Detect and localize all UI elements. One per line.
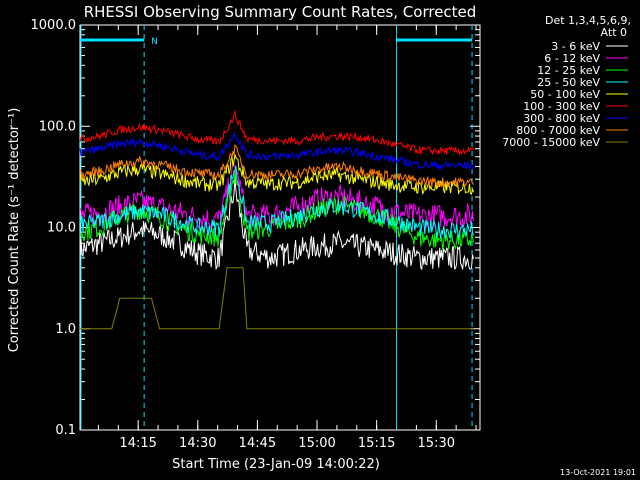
y-tick-label: 1.0 (55, 322, 76, 337)
y-tick-label: 0.1 (55, 423, 76, 438)
legend-entry-label: 12 - 25 keV (537, 64, 600, 77)
legend-entry-label: 3 - 6 keV (551, 40, 600, 53)
series-trace (79, 165, 474, 239)
axes: 0.1 1.0 10.0 100.0 1000.0 14:15 14:30 14:45 15:0… (31, 18, 481, 451)
legend-header-1: Det 1,3,4,5,6,9, (545, 14, 631, 27)
series-trace (79, 109, 474, 157)
series-trace (79, 132, 474, 171)
legend-entry-label: 6 - 12 keV (544, 52, 600, 65)
night-marker: N (151, 37, 158, 47)
chart-title: RHESSI Observing Summary Count Rates, Co… (84, 3, 477, 21)
x-tick-label: 14:15 (119, 436, 156, 451)
y-tick-label: 1000.0 (31, 18, 77, 33)
series-trace (79, 143, 474, 188)
x-tick-label: 14:30 (179, 436, 216, 451)
traces (79, 109, 474, 330)
legend-entry-label: 100 - 300 keV (523, 100, 600, 113)
x-tick-label: 14:45 (239, 436, 276, 451)
legend-entry-label: 25 - 50 keV (537, 76, 600, 89)
y-tick-label: 10.0 (47, 221, 76, 236)
series-trace (79, 177, 474, 271)
y-axis-label: Corrected Count Rate (s⁻¹ detector⁻¹) (7, 108, 22, 353)
legend-entry-label: 50 - 100 keV (530, 88, 600, 101)
legend-entry-label: 7000 - 15000 keV (502, 136, 600, 149)
legend-entry-label: 300 - 800 keV (523, 112, 600, 125)
x-tick-label: 15:15 (358, 436, 395, 451)
x-axis-label: Start Time (23-Jan-09 14:00:22) (172, 457, 380, 472)
legend-header-2: Att 0 (601, 26, 627, 39)
footer-date: 13-Oct-2021 19:01 (560, 468, 636, 477)
y-tick-label: 100.0 (39, 119, 76, 134)
x-tick-label: 15:00 (298, 436, 335, 451)
series-trace (79, 154, 474, 196)
series-trace (80, 267, 474, 330)
x-tick-label: 15:30 (418, 436, 455, 451)
legend-entry-label: 800 - 7000 keV (516, 124, 600, 137)
